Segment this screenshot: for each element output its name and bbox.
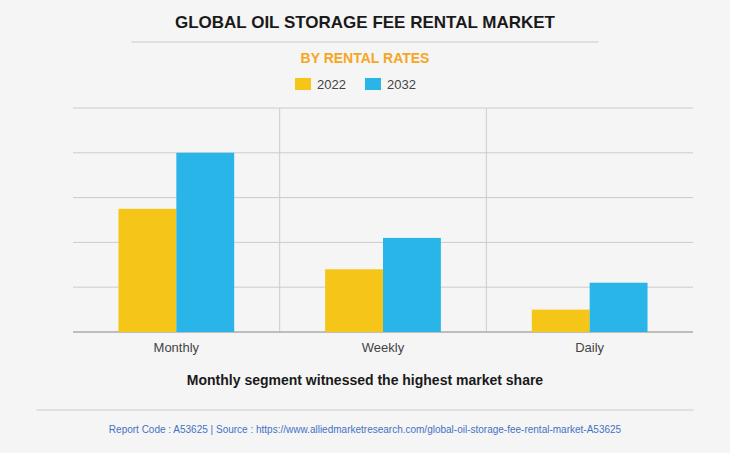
subtitle: BY RENTAL RATES (301, 50, 430, 66)
footer-separator (37, 410, 694, 411)
legend-swatch (295, 78, 311, 90)
legend: 2022 2032 (295, 77, 416, 92)
bar (325, 269, 383, 332)
x-tick-label: Daily (575, 340, 604, 355)
bar (176, 153, 234, 332)
bar (383, 238, 441, 332)
group-divider (279, 108, 280, 332)
x-tick-label: Weekly (362, 340, 405, 355)
x-tick-label: Monthly (154, 340, 200, 355)
legend-swatch (365, 78, 381, 90)
group-divider (486, 108, 487, 332)
chart: GLOBAL OIL STORAGE FEE RENTAL MARKET BY R… (0, 0, 730, 453)
bar (532, 310, 590, 332)
legend-label: 2022 (317, 77, 346, 92)
grid-line (73, 152, 693, 153)
background (0, 0, 730, 453)
title: GLOBAL OIL STORAGE FEE RENTAL MARKET (175, 13, 556, 32)
grid-line (73, 197, 693, 198)
legend-label: 2032 (387, 77, 416, 92)
bars (118, 153, 647, 332)
title-separator (131, 42, 598, 43)
bar (590, 283, 648, 332)
bar (118, 209, 176, 332)
footer: Report Code : A53625 | Source : https://… (109, 424, 622, 435)
caption: Monthly segment witnessed the highest ma… (187, 372, 544, 388)
grid-line (73, 108, 693, 109)
